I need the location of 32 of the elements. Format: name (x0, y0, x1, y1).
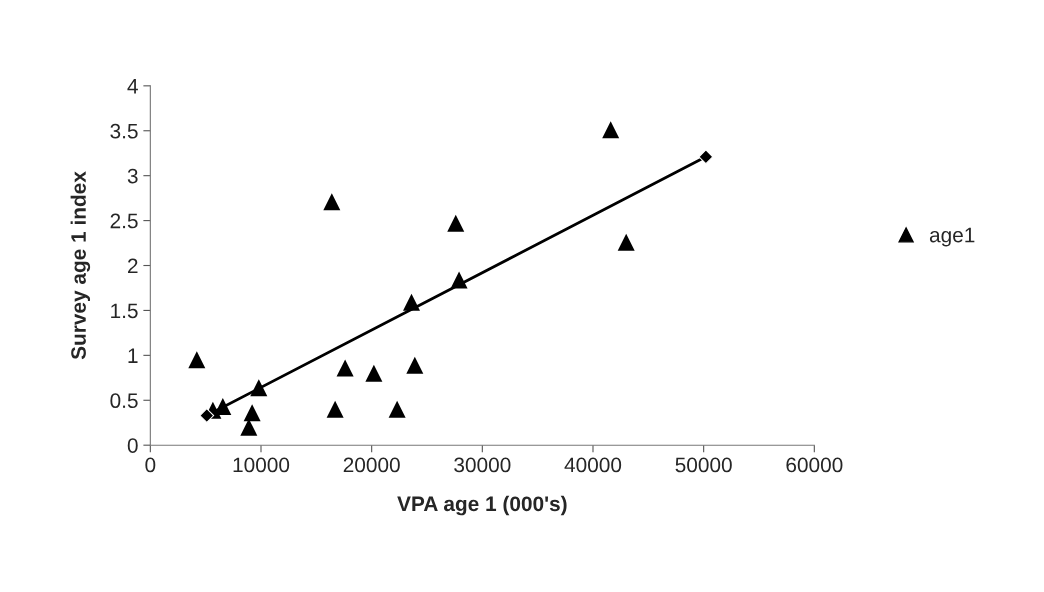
y-tick-label: 0 (127, 438, 138, 453)
point (326, 400, 344, 418)
y-tick-label: 3.5 (110, 123, 138, 139)
y-tick-label: 2 (127, 258, 138, 274)
point (617, 233, 635, 251)
x-tick-label: 40000 (564, 457, 622, 473)
point (406, 356, 424, 374)
y-axis-title: Survey age 1 index (70, 171, 91, 360)
x-tick-label: 50000 (675, 457, 732, 473)
point (336, 359, 354, 377)
point (447, 214, 465, 232)
legend-label: age1 (929, 227, 975, 247)
y-tick-label: 3 (127, 168, 138, 184)
x-tick-label: 0 (145, 457, 156, 473)
point (365, 364, 383, 382)
x-tick-label: 60000 (786, 457, 843, 473)
point (323, 193, 341, 211)
y-tick-label: 1 (128, 348, 138, 363)
point (188, 351, 206, 369)
point (602, 121, 620, 139)
point (698, 149, 714, 165)
point (388, 400, 406, 418)
y-tick-label: 0.5 (110, 393, 138, 409)
x-tick-label: 30000 (454, 457, 511, 473)
y-tick-label: 1.5 (111, 303, 138, 319)
x-axis-title: VPA age 1 (000's) (397, 495, 567, 516)
point (243, 404, 261, 422)
x-tick-label: 20000 (343, 457, 400, 473)
y-tick-label: 4 (127, 79, 138, 94)
y-tick-label: 2.5 (110, 213, 138, 229)
x-tick-label: 10000 (233, 457, 290, 473)
point (199, 408, 215, 423)
